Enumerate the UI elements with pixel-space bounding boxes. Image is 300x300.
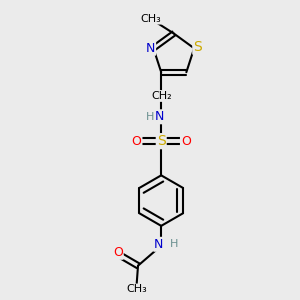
Text: O: O (132, 135, 142, 148)
Text: CH₂: CH₂ (151, 91, 172, 101)
Text: O: O (181, 135, 191, 148)
Text: CH₃: CH₃ (126, 284, 147, 295)
Text: N: N (155, 110, 164, 123)
Text: H: H (169, 239, 178, 249)
Text: N: N (154, 238, 164, 251)
Text: S: S (193, 40, 202, 54)
Text: S: S (157, 134, 166, 148)
Text: CH₃: CH₃ (140, 14, 161, 24)
Text: O: O (113, 246, 123, 259)
Text: H: H (146, 112, 154, 122)
Text: N: N (146, 42, 155, 55)
